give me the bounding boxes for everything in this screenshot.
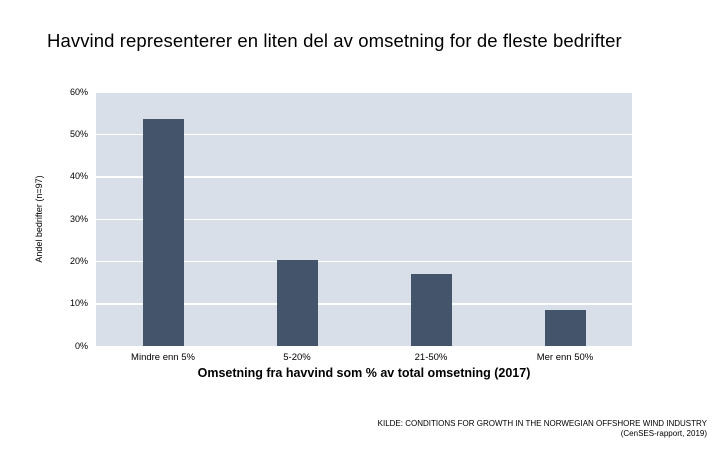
gridline bbox=[96, 91, 632, 93]
x-tick-label: Mindre enn 5% bbox=[131, 352, 195, 363]
gridline bbox=[96, 218, 632, 220]
x-axis-title: Omsetning fra havvind som % av total oms… bbox=[197, 366, 531, 380]
gridline bbox=[96, 133, 632, 136]
y-tick-label: 50% bbox=[69, 128, 88, 139]
gridline bbox=[96, 176, 632, 178]
bar bbox=[142, 119, 184, 346]
y-tick-label: 0% bbox=[74, 340, 88, 351]
y-tick-label: 60% bbox=[69, 86, 88, 97]
gridline bbox=[96, 303, 632, 305]
x-tick-label: 5-20% bbox=[283, 352, 311, 363]
bar bbox=[410, 274, 452, 346]
x-tick-label: Mer enn 50% bbox=[536, 352, 594, 363]
bar bbox=[544, 310, 586, 346]
gridline bbox=[96, 260, 632, 263]
y-tick-label: 40% bbox=[69, 171, 88, 182]
page-title: Havvind representerer en liten del av om… bbox=[47, 30, 622, 51]
source-line-2: (CenSES-rapport, 2019) bbox=[620, 429, 707, 438]
source-line-1: KILDE: CONDITIONS FOR GROWTH IN THE NORW… bbox=[377, 419, 707, 428]
y-tick-label: 20% bbox=[69, 255, 88, 266]
y-tick-label: 10% bbox=[69, 298, 88, 309]
x-tick-label: 21-50% bbox=[414, 352, 448, 363]
source-note: KILDE: CONDITIONS FOR GROWTH IN THE NORW… bbox=[378, 419, 707, 439]
y-tick-label: 30% bbox=[69, 213, 88, 224]
bar bbox=[276, 260, 318, 346]
plot-area bbox=[96, 91, 632, 346]
